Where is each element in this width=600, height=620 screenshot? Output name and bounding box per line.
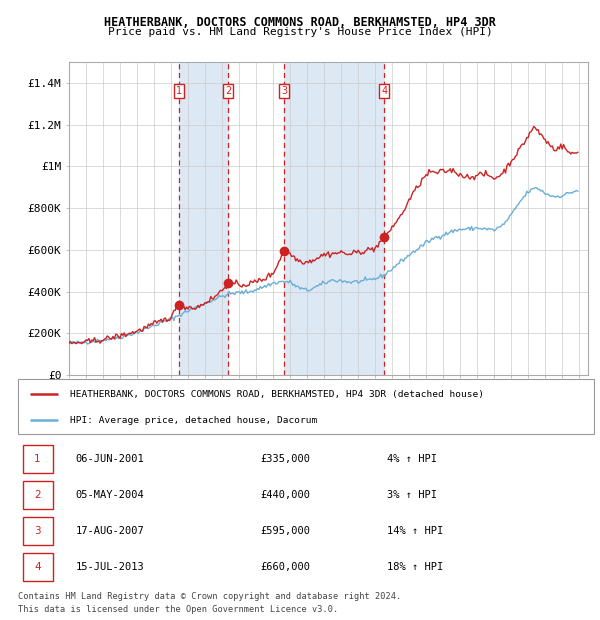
Text: 2: 2 bbox=[34, 490, 41, 500]
Bar bbox=[23, 553, 53, 581]
Text: 05-MAY-2004: 05-MAY-2004 bbox=[76, 490, 145, 500]
Bar bbox=[284, 62, 385, 375]
Text: Price paid vs. HM Land Registry's House Price Index (HPI): Price paid vs. HM Land Registry's House … bbox=[107, 27, 493, 37]
Text: This data is licensed under the Open Government Licence v3.0.: This data is licensed under the Open Gov… bbox=[18, 604, 338, 614]
Bar bbox=[23, 481, 53, 509]
Text: 14% ↑ HPI: 14% ↑ HPI bbox=[386, 526, 443, 536]
Text: 4: 4 bbox=[34, 562, 41, 572]
Bar bbox=[23, 445, 53, 473]
Bar bbox=[179, 62, 228, 375]
Bar bbox=[23, 517, 53, 545]
Text: 4: 4 bbox=[382, 86, 388, 96]
Text: 18% ↑ HPI: 18% ↑ HPI bbox=[386, 562, 443, 572]
Text: 06-JUN-2001: 06-JUN-2001 bbox=[76, 454, 145, 464]
Text: 1: 1 bbox=[176, 86, 182, 96]
Text: 2: 2 bbox=[225, 86, 231, 96]
Text: 4% ↑ HPI: 4% ↑ HPI bbox=[386, 454, 437, 464]
Text: £660,000: £660,000 bbox=[260, 562, 310, 572]
Text: Contains HM Land Registry data © Crown copyright and database right 2024.: Contains HM Land Registry data © Crown c… bbox=[18, 592, 401, 601]
Text: HPI: Average price, detached house, Dacorum: HPI: Average price, detached house, Daco… bbox=[70, 416, 317, 425]
Text: £335,000: £335,000 bbox=[260, 454, 310, 464]
Text: 3: 3 bbox=[34, 526, 41, 536]
Text: 3% ↑ HPI: 3% ↑ HPI bbox=[386, 490, 437, 500]
Text: 15-JUL-2013: 15-JUL-2013 bbox=[76, 562, 145, 572]
Text: HEATHERBANK, DOCTORS COMMONS ROAD, BERKHAMSTED, HP4 3DR (detached house): HEATHERBANK, DOCTORS COMMONS ROAD, BERKH… bbox=[70, 390, 484, 399]
Text: £595,000: £595,000 bbox=[260, 526, 310, 536]
Text: HEATHERBANK, DOCTORS COMMONS ROAD, BERKHAMSTED, HP4 3DR: HEATHERBANK, DOCTORS COMMONS ROAD, BERKH… bbox=[104, 16, 496, 29]
Text: 17-AUG-2007: 17-AUG-2007 bbox=[76, 526, 145, 536]
Text: £440,000: £440,000 bbox=[260, 490, 310, 500]
Text: 3: 3 bbox=[281, 86, 287, 96]
Text: 1: 1 bbox=[34, 454, 41, 464]
